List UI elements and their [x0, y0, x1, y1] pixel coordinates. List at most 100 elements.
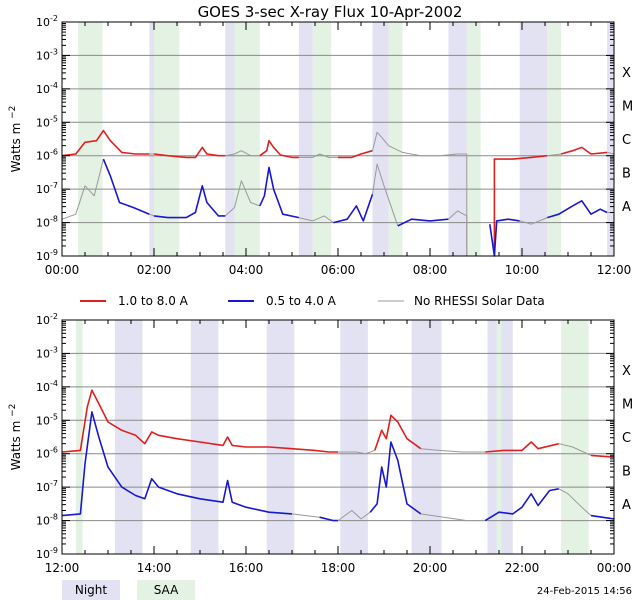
x-tick-label: 10:00 — [505, 263, 540, 277]
series-long-line — [61, 389, 338, 453]
x-tick-label: 00:00 — [45, 263, 80, 277]
y-tick-label: 10-6 — [36, 446, 58, 461]
night-band — [607, 22, 614, 256]
x-tick-label: 12:00 — [597, 263, 632, 277]
saa-band — [466, 22, 481, 256]
night-band — [266, 320, 295, 554]
x-tick-label: 00:00 — [597, 561, 632, 575]
x-tick-label: 22:00 — [505, 561, 540, 575]
flare-class-label: A — [622, 200, 631, 215]
series-short-line — [372, 163, 399, 227]
x-tick-label: 04:00 — [229, 263, 264, 277]
x-tick-label: 14:00 — [137, 561, 172, 575]
night-band — [149, 22, 154, 256]
flare-class-label: B — [622, 464, 631, 479]
series-short-line — [448, 210, 468, 256]
series-short-line — [337, 510, 371, 522]
chart-title: GOES 3-sec X-ray Flux 10-Apr-2002 — [198, 3, 463, 21]
series-long-line — [153, 146, 226, 159]
night-band — [190, 320, 219, 554]
series-long-line — [374, 414, 422, 451]
series-long-line — [372, 131, 468, 256]
y-tick-label: 10-9 — [36, 248, 58, 263]
series-short-line — [333, 193, 374, 224]
night-band — [519, 22, 548, 256]
series-long-line — [493, 154, 548, 256]
series-long-line — [560, 146, 608, 155]
y-tick-label: 10-2 — [36, 14, 58, 29]
y-tick-label: 10-4 — [36, 81, 58, 96]
x-tick-label: 18:00 — [321, 561, 356, 575]
series-short-line — [153, 185, 226, 219]
night-band — [298, 22, 313, 256]
bottom-key: Night SAA 24-Feb-2015 14:56 — [62, 580, 632, 600]
panel-2: 10-9 10-8 10-7 10-6 10-5 10-4 10-3 10-2 12:00 14:… — [8, 312, 633, 575]
series-long-line — [558, 443, 592, 456]
y-tick-label: 10-5 — [36, 114, 58, 129]
saa-band — [75, 320, 83, 554]
series-short-line — [558, 488, 592, 516]
night-key-swatch — [62, 580, 120, 600]
series-long-line — [61, 129, 150, 157]
saa-band — [388, 22, 403, 256]
saa-band — [78, 22, 103, 256]
series-short-line — [61, 158, 104, 220]
series-short-line — [489, 218, 520, 257]
panel-1: 10-9 10-8 10-7 10-6 10-5 10-4 10-3 10-2 00:00 02:… — [8, 14, 633, 277]
x-tick-label: 02:00 — [137, 263, 172, 277]
legend: 1.0 to 8.0 A 0.5 to 4.0 A No RHESSI Sola… — [80, 294, 545, 308]
y-tick-label: 10-3 — [36, 345, 58, 360]
series-short-line — [319, 516, 338, 522]
series-long-line — [259, 139, 299, 159]
legend-label-no-data: No RHESSI Solar Data — [414, 294, 545, 308]
night-key-label: Night — [75, 583, 108, 597]
x-tick-label: 16:00 — [229, 561, 264, 575]
legend-label-short: 0.5 to 4.0 A — [266, 294, 337, 308]
saa-band — [561, 320, 589, 554]
night-band — [372, 22, 389, 256]
series-short-line — [519, 217, 548, 225]
series-short-line — [420, 513, 486, 522]
flare-class-label: A — [622, 498, 631, 513]
series-short-line — [590, 514, 615, 520]
series-short-line — [397, 218, 449, 227]
y-tick-label: 10-3 — [36, 47, 58, 62]
y-axis-title: Watts m −2 — [8, 106, 23, 173]
x-tick-label: 20:00 — [413, 561, 448, 575]
series-long-line — [298, 153, 338, 158]
series-long-line — [420, 448, 486, 453]
y-axis-title: Watts m −2 — [8, 404, 23, 471]
night-band — [411, 320, 442, 554]
x-tick-label: 06:00 — [321, 263, 356, 277]
series-long-line — [338, 449, 375, 455]
flare-class-label: X — [622, 66, 631, 81]
series-long-line — [547, 153, 562, 157]
flare-class-label: X — [622, 364, 631, 379]
y-tick-label: 10-5 — [36, 412, 58, 427]
series-long-line — [606, 151, 615, 155]
saa-band — [496, 320, 502, 554]
saa-band — [547, 22, 562, 256]
flare-class-label: M — [622, 398, 633, 413]
legend-label-long: 1.0 to 8.0 A — [118, 294, 189, 308]
series-long-line — [338, 149, 373, 159]
x-tick-label: 12:00 — [45, 561, 80, 575]
y-tick-label: 10-6 — [36, 148, 58, 163]
saa-band — [312, 22, 332, 256]
flare-class-label: C — [622, 133, 631, 148]
y-tick-label: 10-8 — [36, 215, 58, 230]
flare-class-label: B — [622, 166, 631, 181]
series-long-line — [485, 441, 559, 453]
series-short-line — [224, 180, 260, 217]
series-short-line — [484, 488, 559, 522]
saa-band — [234, 22, 260, 256]
night-band — [340, 320, 368, 554]
generation-timestamp: 24-Feb-2015 14:56 — [537, 586, 632, 597]
saa-key-label: SAA — [154, 583, 179, 597]
flare-class-label: C — [622, 431, 631, 446]
series-short-line — [61, 411, 293, 517]
flare-class-label: M — [622, 100, 633, 115]
saa-band — [154, 22, 180, 256]
